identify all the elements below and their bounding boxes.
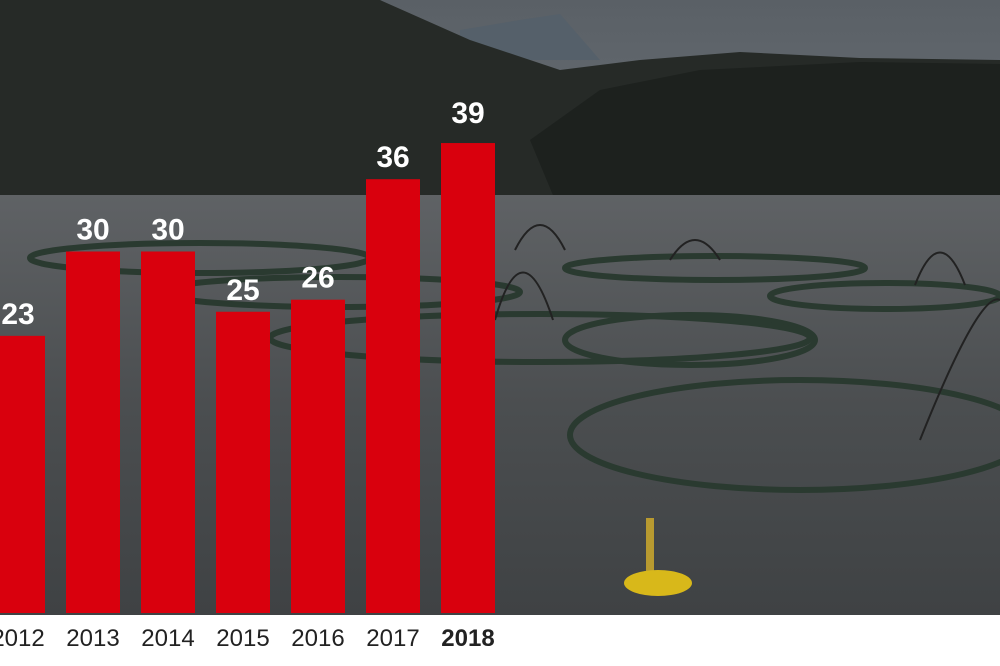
bar bbox=[216, 311, 270, 613]
x-tick-label: 2012 bbox=[0, 625, 45, 652]
x-tick-label: 2018 bbox=[441, 625, 494, 652]
value-label: 23 bbox=[1, 298, 34, 331]
value-label: 26 bbox=[301, 262, 334, 295]
value-label: 25 bbox=[226, 274, 259, 307]
bar bbox=[66, 251, 120, 613]
value-label: 30 bbox=[151, 214, 184, 247]
bar bbox=[366, 179, 420, 613]
bar bbox=[141, 251, 195, 613]
x-tick-label: 2015 bbox=[216, 625, 269, 652]
value-label: 36 bbox=[376, 141, 409, 174]
bar bbox=[441, 143, 495, 614]
value-label: 30 bbox=[76, 214, 109, 247]
bar bbox=[0, 335, 45, 613]
x-tick-label: 2017 bbox=[366, 625, 419, 652]
x-tick-label: 2014 bbox=[141, 625, 194, 652]
footer-strip bbox=[0, 615, 1000, 666]
value-label: 39 bbox=[451, 97, 484, 130]
x-tick-label: 2016 bbox=[291, 625, 344, 652]
x-tick-label: 2013 bbox=[66, 625, 119, 652]
bar bbox=[291, 299, 345, 613]
